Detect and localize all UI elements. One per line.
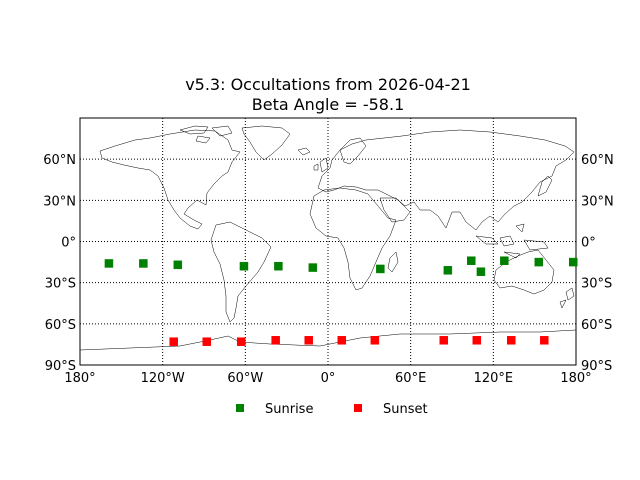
sunset-point-0 bbox=[169, 337, 178, 346]
legend-swatch-sunrise bbox=[236, 404, 244, 412]
legend: Sunrise Sunset bbox=[236, 402, 428, 417]
sunset-point-8 bbox=[472, 336, 482, 345]
sunset-point-9 bbox=[506, 336, 516, 345]
y-tick-label-left-5: 90°S bbox=[45, 359, 76, 374]
plot-frame bbox=[79, 117, 577, 366]
sunrise-point-8 bbox=[467, 256, 476, 265]
australia-outline bbox=[493, 249, 555, 295]
sunset-point-6 bbox=[370, 336, 380, 345]
x-tick-label-3: 0° bbox=[321, 371, 336, 386]
y-tick-label-left-1: 30°N bbox=[43, 194, 76, 209]
africa-outline bbox=[309, 187, 397, 291]
y-tick-label-right-4: 60°S bbox=[581, 318, 612, 333]
x-tick-label-6: 180° bbox=[560, 371, 591, 386]
sunrise-point-10 bbox=[500, 256, 509, 265]
sunrise-point-0 bbox=[104, 259, 114, 268]
sunset-point-4 bbox=[304, 336, 313, 345]
legend-swatch-sunset bbox=[354, 404, 362, 412]
sunrise-point-9 bbox=[476, 267, 486, 276]
y-tick-label-right-3: 30°S bbox=[581, 277, 612, 292]
sunset-point-1 bbox=[202, 337, 212, 346]
data-markers bbox=[104, 256, 578, 346]
y-tick-label-left-3: 30°S bbox=[45, 277, 76, 292]
south-america-outline bbox=[210, 221, 272, 323]
tick-labels: 180° 120°W 60°W 0° 60°E 120°E 180° 60°N 60°N 30°N… bbox=[43, 153, 614, 386]
sunset-point-2 bbox=[236, 337, 246, 346]
sunrise-point-5 bbox=[308, 263, 318, 272]
x-tick-label-1: 120°W bbox=[141, 371, 185, 386]
sunset-point-3 bbox=[271, 336, 280, 345]
sunrise-point-1 bbox=[139, 259, 148, 268]
map-title: v5.3: Occultations from 2026-04-21 bbox=[185, 75, 471, 94]
greenland-outline bbox=[241, 125, 291, 161]
arabia-outline bbox=[379, 197, 411, 223]
x-tick-label-5: 120°E bbox=[474, 371, 514, 386]
y-tick-label-left-0: 60°N bbox=[43, 153, 76, 168]
north-america-outline bbox=[99, 129, 241, 230]
sunset-point-7 bbox=[439, 336, 448, 345]
antarctica-outline bbox=[79, 329, 577, 351]
sunrise-point-11 bbox=[534, 257, 544, 267]
x-tick-label-0: 180° bbox=[64, 371, 95, 386]
x-tick-label-2: 60°W bbox=[227, 371, 263, 386]
sunrise-point-3 bbox=[239, 261, 249, 271]
sunrise-point-2 bbox=[173, 260, 183, 270]
sunrise-point-6 bbox=[376, 264, 385, 274]
y-tick-label-right-1: 30°N bbox=[581, 194, 614, 209]
y-tick-label-left-2: 0° bbox=[61, 236, 76, 251]
sunset-point-5 bbox=[337, 336, 347, 345]
legend-label-sunrise: Sunrise bbox=[265, 402, 313, 417]
arctic-islands-outline bbox=[179, 125, 233, 144]
y-tick-label-right-0: 60°N bbox=[581, 153, 614, 168]
sunrise-point-12 bbox=[568, 257, 578, 267]
scandinavia-outline bbox=[339, 137, 367, 165]
gridlines bbox=[80, 118, 576, 365]
y-tick-label-right-2: 0° bbox=[581, 236, 596, 251]
sunrise-point-4 bbox=[274, 261, 283, 271]
y-tick-label-right-5: 90°S bbox=[581, 359, 612, 374]
map-subtitle: Beta Angle = -58.1 bbox=[252, 95, 405, 114]
new-zealand-outline bbox=[559, 287, 575, 309]
y-tick-label-left-4: 60°S bbox=[45, 318, 76, 333]
iceland-outline bbox=[297, 147, 311, 156]
sunrise-point-7 bbox=[443, 266, 453, 275]
madagascar-outline bbox=[387, 251, 399, 273]
x-tick-label-4: 60°E bbox=[395, 371, 426, 386]
sunset-point-10 bbox=[540, 336, 549, 345]
japan-outline bbox=[537, 175, 553, 197]
legend-label-sunset: Sunset bbox=[383, 402, 428, 417]
